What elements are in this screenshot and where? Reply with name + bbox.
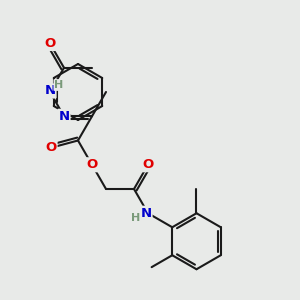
Text: N: N [44,85,56,98]
Text: H: H [131,213,141,223]
Text: O: O [86,158,98,171]
Text: H: H [54,80,64,90]
Text: N: N [58,110,70,123]
Text: O: O [44,37,56,50]
Text: O: O [142,158,154,171]
Text: N: N [140,207,152,220]
Text: O: O [45,141,57,154]
